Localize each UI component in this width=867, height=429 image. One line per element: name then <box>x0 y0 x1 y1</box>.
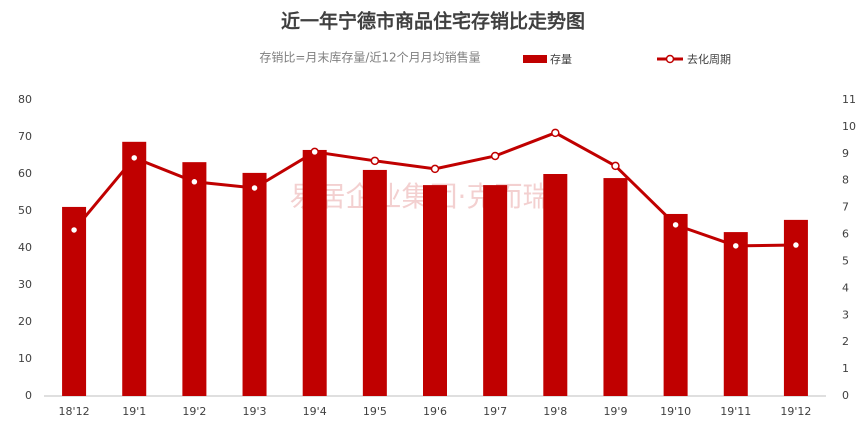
line-point <box>671 220 680 230</box>
y-tick-label: 70 <box>18 130 32 143</box>
line-point <box>190 177 199 187</box>
y2-tick-label: 0 <box>842 389 849 402</box>
y2-tick-label: 3 <box>842 308 849 321</box>
bar <box>483 185 508 396</box>
y-tick-label: 20 <box>18 315 32 328</box>
x-tick-label: 18'12 <box>59 405 90 418</box>
legend-swatch <box>523 55 547 63</box>
y-tick-label: 0 <box>25 389 32 402</box>
x-tick-label: 19'2 <box>182 405 206 418</box>
y2-tick-label: 8 <box>842 174 849 187</box>
line-point <box>731 241 741 251</box>
y2-tick-label: 4 <box>842 281 849 294</box>
y2-tick-label: 5 <box>842 254 849 267</box>
line-point <box>551 128 560 138</box>
y-tick-label: 60 <box>18 167 32 180</box>
y2-tick-label: 7 <box>842 201 849 214</box>
bar <box>122 141 147 396</box>
x-tick-label: 19'9 <box>603 405 627 418</box>
y2-tick-label: 6 <box>842 228 849 241</box>
x-tick-label: 19'7 <box>483 405 507 418</box>
legend-label: 去化周期 <box>687 52 731 66</box>
bar <box>302 149 327 396</box>
bar <box>663 213 688 396</box>
x-tick-label: 19'12 <box>780 405 811 418</box>
line-point <box>490 151 500 161</box>
line-point <box>250 183 259 193</box>
y2-tick-label: 11 <box>842 93 856 106</box>
chart-title: 近一年宁德市商品住宅存销比走势图 <box>281 10 585 33</box>
line-point <box>310 147 319 157</box>
line-point <box>69 225 79 235</box>
bar <box>362 169 387 396</box>
bar <box>723 232 748 396</box>
chart-subtitle: 存销比=月末库存量/近12个月月均销售量 <box>259 50 480 65</box>
y-tick-label: 50 <box>18 204 32 217</box>
line-point <box>129 153 139 163</box>
y2-tick-label: 9 <box>842 147 849 160</box>
x-tick-label: 19'1 <box>122 405 146 418</box>
x-tick-label: 19'10 <box>660 405 691 418</box>
y-tick-label: 40 <box>18 241 32 254</box>
watermark: 易居企业集团·克而瑞 <box>290 180 551 213</box>
bar <box>423 185 447 396</box>
y-tick-label: 10 <box>18 352 32 365</box>
x-tick-label: 19'8 <box>543 405 567 418</box>
y2-tick-label: 10 <box>842 120 856 133</box>
line-point <box>791 240 801 250</box>
y2-tick-label: 2 <box>842 335 849 348</box>
bar <box>182 162 207 396</box>
legend-swatch <box>665 54 675 64</box>
x-tick-label: 19'3 <box>243 405 267 418</box>
y-tick-label: 80 <box>18 93 32 106</box>
bar <box>603 178 628 396</box>
x-tick-label: 19'11 <box>720 405 751 418</box>
line-point <box>611 161 620 171</box>
x-tick-label: 19'6 <box>423 405 447 418</box>
legend-label: 存量 <box>550 52 572 66</box>
line-point <box>370 156 380 166</box>
y-tick-label: 30 <box>18 278 32 291</box>
bar <box>242 172 267 396</box>
bar <box>62 206 87 396</box>
x-tick-label: 19'5 <box>363 405 387 418</box>
x-tick-label: 19'4 <box>303 405 327 418</box>
line-point <box>430 164 440 174</box>
y2-tick-label: 1 <box>842 362 849 375</box>
bar <box>543 174 568 396</box>
